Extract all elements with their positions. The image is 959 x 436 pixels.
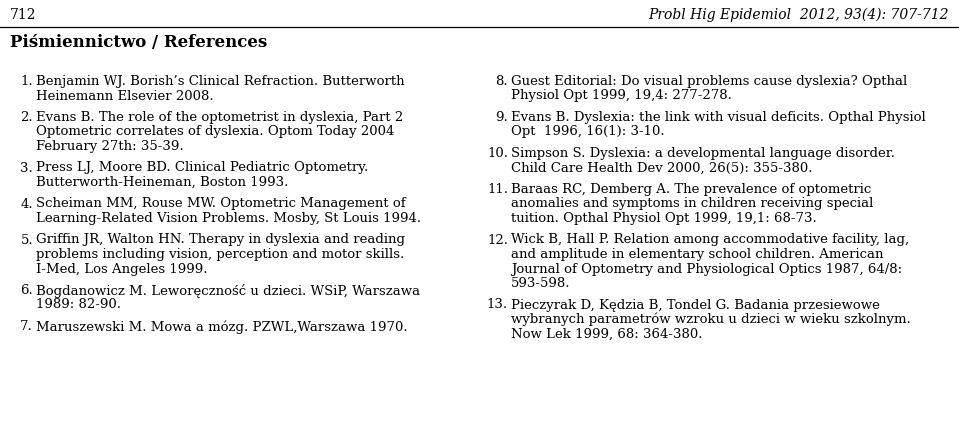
Text: Evans B. The role of the optometrist in dyslexia, Part 2: Evans B. The role of the optometrist in … <box>36 111 403 124</box>
Text: 2.: 2. <box>20 111 33 124</box>
Text: 1989: 82-90.: 1989: 82-90. <box>36 299 121 311</box>
Text: wybranych parametrów wzroku u dzieci w wieku szkolnym.: wybranych parametrów wzroku u dzieci w w… <box>511 313 911 327</box>
Text: Simpson S. Dyslexia: a developmental language disorder.: Simpson S. Dyslexia: a developmental lan… <box>511 147 895 160</box>
Text: Optometric correlates of dyslexia. Optom Today 2004: Optometric correlates of dyslexia. Optom… <box>36 126 394 139</box>
Text: Benjamin WJ. Borish’s Clinical Refraction. Butterworth: Benjamin WJ. Borish’s Clinical Refractio… <box>36 75 405 88</box>
Text: Opt  1996, 16(1): 3-10.: Opt 1996, 16(1): 3-10. <box>511 126 665 139</box>
Text: tuition. Opthal Physiol Opt 1999, 19,1: 68-73.: tuition. Opthal Physiol Opt 1999, 19,1: … <box>511 212 817 225</box>
Text: I-Med, Los Angeles 1999.: I-Med, Los Angeles 1999. <box>36 262 207 276</box>
Text: Guest Editorial: Do visual problems cause dyslexia? Opthal: Guest Editorial: Do visual problems caus… <box>511 75 907 88</box>
Text: Child Care Health Dev 2000, 26(5): 355-380.: Child Care Health Dev 2000, 26(5): 355-3… <box>511 161 812 174</box>
Text: Griffin JR, Walton HN. Therapy in dyslexia and reading: Griffin JR, Walton HN. Therapy in dyslex… <box>36 234 405 246</box>
Text: 5.: 5. <box>20 234 33 246</box>
Text: Probl Hig Epidemiol  2012, 93(4): 707-712: Probl Hig Epidemiol 2012, 93(4): 707-712 <box>648 8 949 22</box>
Text: Press LJ, Moore BD. Clinical Pediatric Optometry.: Press LJ, Moore BD. Clinical Pediatric O… <box>36 161 368 174</box>
Text: Now Lek 1999, 68: 364-380.: Now Lek 1999, 68: 364-380. <box>511 327 703 341</box>
Text: 593-598.: 593-598. <box>511 277 571 290</box>
Text: 9.: 9. <box>495 111 508 124</box>
Text: anomalies and symptoms in children receiving special: anomalies and symptoms in children recei… <box>511 198 874 211</box>
Text: Baraas RC, Demberg A. The prevalence of optometric: Baraas RC, Demberg A. The prevalence of … <box>511 183 871 196</box>
Text: Learning-Related Vision Problems. Mosby, St Louis 1994.: Learning-Related Vision Problems. Mosby,… <box>36 212 421 225</box>
Text: Heinemann Elsevier 2008.: Heinemann Elsevier 2008. <box>36 89 214 102</box>
Text: Pieczyrak D, Kędzia B, Tondel G. Badania przesiewowe: Pieczyrak D, Kędzia B, Tondel G. Badania… <box>511 299 879 311</box>
Text: Bogdanowicz M. Leworęczność u dzieci. WSiP, Warszawa: Bogdanowicz M. Leworęczność u dzieci. WS… <box>36 284 420 298</box>
Text: Physiol Opt 1999, 19,4: 277-278.: Physiol Opt 1999, 19,4: 277-278. <box>511 89 732 102</box>
Text: and amplitude in elementary school children. American: and amplitude in elementary school child… <box>511 248 883 261</box>
Text: 13.: 13. <box>487 299 508 311</box>
Text: Piśmiennictwo / References: Piśmiennictwo / References <box>10 34 268 51</box>
Text: 6.: 6. <box>20 284 33 297</box>
Text: February 27th: 35-39.: February 27th: 35-39. <box>36 140 183 153</box>
Text: Journal of Optometry and Physiological Optics 1987, 64/8:: Journal of Optometry and Physiological O… <box>511 262 902 276</box>
Text: 7.: 7. <box>20 320 33 333</box>
Text: problems including vision, perception and motor skills.: problems including vision, perception an… <box>36 248 405 261</box>
Text: 4.: 4. <box>20 198 33 211</box>
Text: Evans B. Dyslexia: the link with visual deficits. Opthal Physiol: Evans B. Dyslexia: the link with visual … <box>511 111 925 124</box>
Text: 12.: 12. <box>487 234 508 246</box>
Text: Scheiman MM, Rouse MW. Optometric Management of: Scheiman MM, Rouse MW. Optometric Manage… <box>36 198 406 211</box>
Text: Butterworth-Heineman, Boston 1993.: Butterworth-Heineman, Boston 1993. <box>36 176 289 189</box>
Text: Wick B, Hall P. Relation among accommodative facility, lag,: Wick B, Hall P. Relation among accommoda… <box>511 234 909 246</box>
Text: 11.: 11. <box>487 183 508 196</box>
Text: 1.: 1. <box>20 75 33 88</box>
Text: 8.: 8. <box>496 75 508 88</box>
Text: 10.: 10. <box>487 147 508 160</box>
Text: 3.: 3. <box>20 161 33 174</box>
Text: Maruszewski M. Mowa a mózg. PZWL,Warszawa 1970.: Maruszewski M. Mowa a mózg. PZWL,Warszaw… <box>36 320 408 334</box>
Text: 712: 712 <box>10 8 36 22</box>
